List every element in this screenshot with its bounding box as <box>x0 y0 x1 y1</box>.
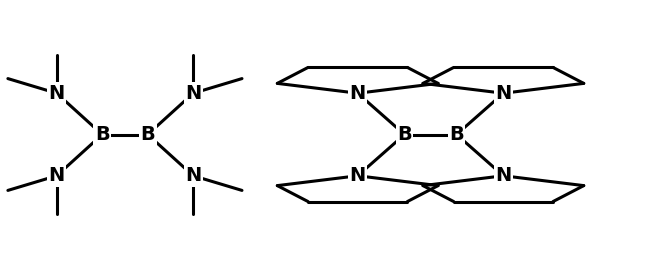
Text: N: N <box>349 166 366 185</box>
Text: B: B <box>397 125 412 144</box>
Text: N: N <box>495 166 511 185</box>
Text: B: B <box>140 125 155 144</box>
Text: N: N <box>185 166 201 185</box>
Text: N: N <box>48 84 65 103</box>
Text: B: B <box>95 125 110 144</box>
Text: B: B <box>449 125 464 144</box>
Text: N: N <box>495 84 511 103</box>
Text: N: N <box>185 84 201 103</box>
Text: N: N <box>48 166 65 185</box>
Text: N: N <box>349 84 366 103</box>
